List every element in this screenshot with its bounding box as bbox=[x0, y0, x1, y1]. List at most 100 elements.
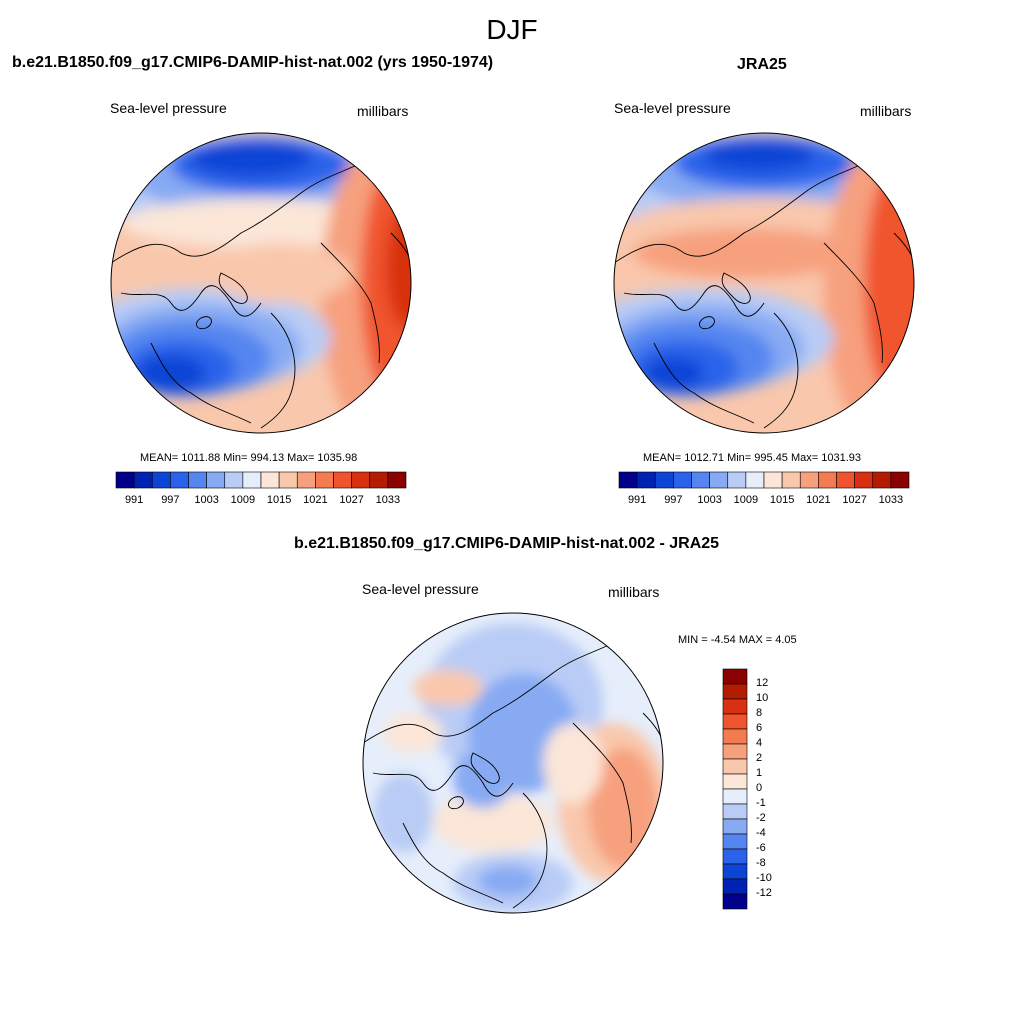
colorbar-box bbox=[151, 471, 171, 489]
colorbar-box bbox=[722, 848, 748, 865]
colorbar-box bbox=[673, 471, 692, 489]
colorbar-box bbox=[133, 471, 153, 489]
colorbar-tick-label: -2 bbox=[756, 812, 766, 824]
colorbar-box bbox=[206, 471, 226, 489]
colorbar-tick-label: 1003 bbox=[194, 494, 219, 506]
colorbar-tick-label: 1003 bbox=[697, 494, 722, 506]
colorbar-tick-label: -1 bbox=[756, 797, 766, 809]
colorbar-tick-label: 12 bbox=[756, 677, 769, 689]
colorbar-box bbox=[351, 471, 371, 489]
colorbar-box bbox=[722, 773, 748, 790]
colorbar-box bbox=[278, 471, 298, 489]
colorbar-box bbox=[296, 471, 316, 489]
colorbar-box bbox=[722, 803, 748, 820]
panel-title-jra25: JRA25 bbox=[737, 56, 787, 73]
colorbar-box bbox=[618, 471, 638, 489]
colorbar-box bbox=[636, 471, 656, 489]
colorbar-tick-label: -8 bbox=[756, 857, 766, 869]
stats-text-jra25: MEAN= 1012.71 Min= 995.45 Max= 1031.93 bbox=[643, 452, 862, 464]
colorbar-tick-label: 10 bbox=[756, 692, 769, 704]
panel-left-label-jra25: Sea-level pressure bbox=[614, 100, 731, 116]
colorbar-box bbox=[818, 471, 837, 489]
colorbar-tick-label: -6 bbox=[756, 842, 766, 854]
panel-units-label-model: millibars bbox=[357, 103, 409, 119]
colorbar-box bbox=[836, 471, 855, 489]
colorbar-tick-label: -10 bbox=[756, 872, 772, 884]
colorbar-box bbox=[691, 471, 710, 489]
colorbar-jra25 bbox=[618, 471, 910, 489]
colorbar-tick-label: 1027 bbox=[339, 494, 364, 506]
colorbar-tick-label: 991 bbox=[627, 494, 647, 506]
colorbar-tick-label: 8 bbox=[756, 707, 763, 719]
colorbar-box bbox=[722, 698, 748, 715]
polar-map-model bbox=[110, 132, 412, 434]
colorbar-box bbox=[315, 471, 334, 489]
colorbar-ticks-jra25: 991 997 1003 1009 1015 1021 1027 1033 bbox=[619, 494, 909, 508]
colorbar-box bbox=[781, 471, 801, 489]
colorbar-difference bbox=[722, 668, 748, 910]
colorbar-box bbox=[722, 788, 748, 805]
colorbar-tick-label: 1015 bbox=[769, 494, 795, 506]
panel-title-model: b.e21.B1850.f09_g17.CMIP6-DAMIP-hist-nat… bbox=[12, 54, 494, 71]
colorbar-tick-label: 1021 bbox=[303, 494, 328, 506]
colorbar-tick-label: 1015 bbox=[266, 494, 292, 506]
colorbar-tick-label: 1 bbox=[756, 767, 763, 779]
colorbar-tick-label: 997 bbox=[161, 494, 180, 506]
colorbar-box bbox=[890, 471, 910, 489]
figure-title: DJF bbox=[486, 14, 538, 45]
colorbar-tick-label: 0 bbox=[756, 782, 763, 794]
colorbar-box bbox=[799, 471, 819, 489]
colorbar-tick-label: 1033 bbox=[878, 494, 904, 506]
stats-text-model: MEAN= 1011.88 Min= 994.13 Max= 1035.98 bbox=[140, 452, 358, 464]
colorbar-box bbox=[654, 471, 674, 489]
panel-left-label-model: Sea-level pressure bbox=[110, 100, 227, 116]
colorbar-model bbox=[115, 471, 407, 489]
colorbar-tick-label: 6 bbox=[756, 722, 763, 734]
panel-units-label-difference: millibars bbox=[608, 584, 660, 600]
colorbar-box bbox=[333, 471, 352, 489]
polar-map-difference bbox=[362, 612, 664, 914]
colorbar-tick-label: 1009 bbox=[733, 494, 759, 506]
colorbar-box bbox=[188, 471, 207, 489]
panel-title-difference: b.e21.B1850.f09_g17.CMIP6-DAMIP-hist-nat… bbox=[294, 535, 720, 552]
colorbar-box bbox=[722, 863, 748, 880]
colorbar-tick-label: 1027 bbox=[842, 494, 867, 506]
colorbar-box bbox=[727, 471, 747, 489]
colorbar-box bbox=[722, 893, 748, 910]
colorbar-box bbox=[763, 471, 783, 489]
panel-left-label-difference: Sea-level pressure bbox=[362, 581, 479, 597]
colorbar-tick-label: 1021 bbox=[806, 494, 831, 506]
colorbar-tick-label: -12 bbox=[756, 887, 772, 899]
colorbar-box bbox=[224, 471, 244, 489]
panel-units-label-jra25: millibars bbox=[860, 103, 912, 119]
colorbar-box bbox=[854, 471, 874, 489]
colorbar-box bbox=[260, 471, 280, 489]
colorbar-ticks-difference: 12 10 8 6 4 2 1 0 -1 -2 -4 -6 -8 -10 -12 bbox=[756, 669, 796, 911]
polar-map-jra25 bbox=[613, 132, 915, 434]
colorbar-box bbox=[722, 878, 748, 895]
colorbar-box bbox=[387, 471, 407, 489]
colorbar-box bbox=[722, 668, 748, 685]
colorbar-box bbox=[872, 471, 892, 489]
colorbar-box bbox=[170, 471, 189, 489]
colorbar-box bbox=[709, 471, 729, 489]
colorbar-tick-label: 1033 bbox=[375, 494, 401, 506]
colorbar-box bbox=[369, 471, 389, 489]
colorbar-tick-label: 1009 bbox=[230, 494, 256, 506]
colorbar-box bbox=[722, 758, 748, 775]
colorbar-ticks-model: 991 997 1003 1009 1015 1021 1027 1033 bbox=[116, 494, 406, 508]
colorbar-box bbox=[242, 471, 262, 489]
colorbar-box bbox=[722, 683, 748, 700]
colorbar-box bbox=[745, 471, 765, 489]
colorbar-box bbox=[722, 728, 748, 745]
colorbar-tick-label: 2 bbox=[756, 752, 763, 764]
stats-text-difference: MIN = -4.54 MAX = 4.05 bbox=[678, 634, 797, 646]
colorbar-box bbox=[115, 471, 135, 489]
colorbar-box bbox=[722, 713, 748, 730]
colorbar-tick-label: 997 bbox=[664, 494, 683, 506]
colorbar-tick-label: -4 bbox=[756, 827, 766, 839]
colorbar-box bbox=[722, 833, 748, 850]
colorbar-tick-label: 991 bbox=[124, 494, 144, 506]
colorbar-box bbox=[722, 818, 748, 835]
colorbar-box bbox=[722, 743, 748, 760]
